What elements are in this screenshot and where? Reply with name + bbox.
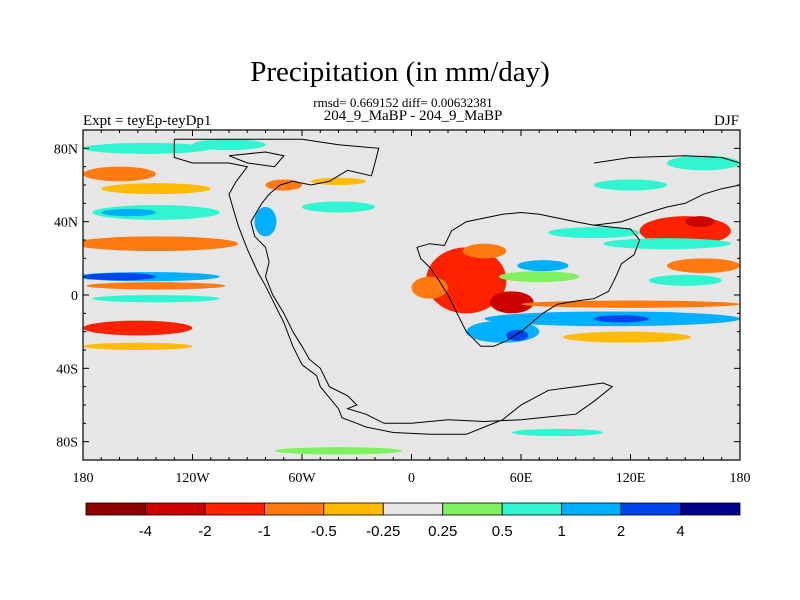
- x-tick-label: 0: [408, 471, 415, 486]
- field-patch-23: [83, 166, 156, 182]
- field-patch-1: [426, 247, 507, 314]
- colorbar-label: -4: [139, 523, 152, 540]
- coastline-1: [416, 211, 641, 347]
- colorbar-label: -2: [198, 523, 211, 540]
- y-tick-label: 40S: [56, 362, 78, 377]
- field-patch-16: [548, 227, 640, 239]
- field-patch-21: [83, 142, 211, 154]
- field-patch-2: [489, 291, 534, 314]
- y-tick-label: 80S: [56, 436, 78, 451]
- axes: 180 120W 60W 0 60E 120E 180 80N 40N 0 40S 80S: [54, 129, 751, 486]
- x-tick-label: 60E: [510, 471, 533, 486]
- field-patch-19: [667, 155, 740, 171]
- colorbar-label: -1: [258, 523, 271, 540]
- experiment-label: Expt = teyEp-teyDp1: [83, 113, 212, 129]
- colorbar-label: 1: [557, 523, 565, 540]
- colorbar-box-3: [263, 502, 325, 516]
- colorbar-box-7: [501, 502, 563, 516]
- field-patch-34: [254, 207, 277, 237]
- field-patch-38: [511, 428, 604, 437]
- field-patch-37: [265, 179, 302, 191]
- y-tick-label: 40N: [54, 216, 78, 231]
- x-tick-label: 180: [730, 471, 751, 486]
- colorbar-label: -0.25: [366, 523, 400, 540]
- field-patch-31: [92, 295, 220, 303]
- field-patch-33: [83, 342, 193, 351]
- precip-field: [83, 139, 740, 455]
- colorbar-box-10: [680, 502, 741, 516]
- field-patch-12: [562, 331, 691, 343]
- field-patch-36: [311, 177, 366, 185]
- field-patch-5: [517, 260, 569, 272]
- field-patch-22: [192, 139, 266, 151]
- x-tick-label: 120E: [616, 471, 646, 486]
- field-patch-11: [521, 300, 740, 308]
- field-patch-35: [302, 201, 375, 213]
- colorbar-box-1: [145, 502, 206, 516]
- field-patch-32: [83, 320, 193, 336]
- chart-title: Precipitation (in mm/day): [250, 56, 550, 88]
- field-patch-3: [411, 276, 448, 299]
- field-patch-39: [274, 447, 403, 455]
- coastline-0: [173, 138, 614, 435]
- field-patch-14: [685, 216, 715, 228]
- coastline-3: [228, 151, 285, 168]
- season-label: DJF: [713, 113, 739, 129]
- plot-background: [83, 130, 740, 460]
- coastline-2: [593, 155, 740, 226]
- colorbar-label: 4: [676, 523, 684, 540]
- colorbar-label: -0.5: [311, 523, 337, 540]
- field-patch-6: [499, 271, 580, 283]
- field-patch-26: [101, 208, 156, 217]
- colorbar-box-8: [561, 502, 622, 516]
- field-patch-8: [506, 329, 529, 341]
- x-tick-label: 180: [73, 471, 94, 486]
- field-patch-18: [648, 274, 722, 286]
- colorbar-label: 0.25: [428, 523, 457, 540]
- field-patch-17: [667, 258, 740, 273]
- colorbar-box-9: [620, 502, 681, 516]
- field-patch-24: [101, 183, 211, 195]
- field-patch-4: [462, 243, 507, 259]
- colorbar-box-6: [442, 502, 503, 516]
- colorbar: -4 -2 -1 -0.5 -0.25 0.25 0.5 1 2 4: [85, 502, 741, 540]
- x-tick-label: 120W: [175, 471, 210, 486]
- subtitle-stats: rmsd= 0.669152 diff= 0.00632381: [313, 95, 493, 110]
- field-patch-29: [83, 273, 156, 281]
- x-tick-label: 60W: [288, 471, 316, 486]
- colorbar-box-0: [85, 502, 146, 516]
- field-patch-10: [594, 315, 649, 323]
- colorbar-box-5: [382, 502, 444, 516]
- y-tick-label: 0: [71, 289, 78, 304]
- coastlines: [173, 138, 740, 435]
- y-tick-label: 80N: [54, 142, 78, 157]
- field-patch-27: [83, 236, 239, 251]
- subtitle-case: 204_9_MaBP - 204_9_MaBP: [323, 108, 503, 124]
- field-patch-20: [594, 179, 667, 191]
- colorbar-label: 2: [617, 523, 625, 540]
- colorbar-box-2: [204, 502, 265, 516]
- field-patch-15: [603, 238, 731, 250]
- colorbar-label: 0.5: [492, 523, 513, 540]
- colorbar-box-4: [323, 502, 384, 516]
- field-patch-30: [86, 282, 226, 290]
